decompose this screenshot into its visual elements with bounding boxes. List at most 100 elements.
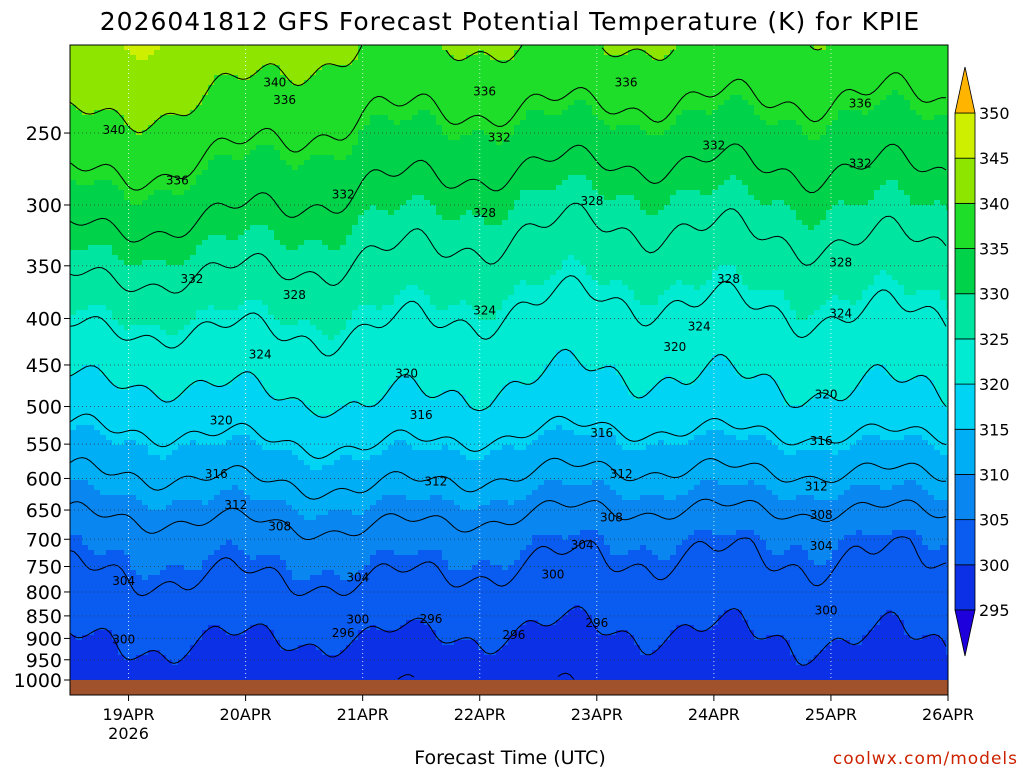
y-tick-label: 550 bbox=[26, 434, 62, 456]
contour-340 bbox=[70, 45, 823, 134]
colorbar-label: 330 bbox=[979, 285, 1010, 304]
y-tick-label: 400 bbox=[26, 308, 62, 330]
x-year-label: 2026 bbox=[108, 724, 149, 743]
colorbar-band bbox=[954, 112, 976, 159]
contour-label: 316 bbox=[810, 434, 833, 448]
colorbar-band bbox=[954, 474, 976, 521]
y-tick-label: 800 bbox=[26, 582, 62, 604]
colorbar-label: 325 bbox=[979, 330, 1010, 349]
colorbar-label: 295 bbox=[979, 601, 1010, 620]
contour-label: 312 bbox=[805, 479, 828, 493]
x-tick-label: 21APR bbox=[337, 705, 389, 724]
contour-label: 300 bbox=[346, 613, 369, 627]
y-tick-label: 700 bbox=[26, 529, 62, 551]
colorbar-label: 340 bbox=[979, 194, 1010, 213]
colorbar-label: 345 bbox=[979, 149, 1010, 168]
contour-labels: 340 340 336 336 336 336 336 332 332 332 332 328 328 3… bbox=[102, 76, 871, 647]
contour-label: 324 bbox=[473, 304, 496, 318]
y-tick-label: 450 bbox=[26, 355, 62, 377]
contour-320 bbox=[70, 348, 947, 418]
contour-304 bbox=[70, 536, 947, 597]
y-tick-label: 250 bbox=[26, 123, 62, 145]
contour-label: 332 bbox=[180, 272, 203, 286]
contour-label: 312 bbox=[224, 498, 247, 512]
contour-label: 296 bbox=[502, 628, 525, 642]
contour-label: 304 bbox=[112, 574, 135, 588]
colorbar: 295 300 305 310 315 320 325 330 335 340 345 350 bbox=[954, 66, 1010, 657]
contour-label: 340 bbox=[102, 123, 125, 137]
y-tick-label: 500 bbox=[26, 397, 62, 419]
contour-312 bbox=[70, 457, 947, 500]
contour-300 bbox=[70, 605, 947, 666]
contour-label: 320 bbox=[210, 413, 233, 427]
contour-308 bbox=[70, 498, 947, 540]
colorbar-label: 335 bbox=[979, 240, 1010, 259]
y-tick-label: 900 bbox=[26, 628, 62, 650]
contour-label: 328 bbox=[283, 288, 306, 302]
contour-label: 316 bbox=[410, 408, 433, 422]
y-tick-label: 350 bbox=[26, 256, 62, 278]
contour-label: 336 bbox=[473, 84, 496, 98]
contour-label: 324 bbox=[829, 307, 852, 321]
colorbar-label: 315 bbox=[979, 420, 1010, 439]
contour-label: 336 bbox=[273, 93, 296, 107]
contour-label: 332 bbox=[332, 187, 355, 201]
colorbar-label: 300 bbox=[979, 556, 1010, 575]
contour-label: 296 bbox=[420, 612, 443, 626]
colorbar-band bbox=[954, 338, 976, 385]
colorbar-band bbox=[954, 248, 976, 295]
contour-label: 328 bbox=[829, 255, 852, 269]
colorbar-band bbox=[954, 564, 976, 611]
contour-324 bbox=[70, 275, 947, 357]
contour-label: 300 bbox=[815, 603, 838, 617]
contour-label: 332 bbox=[702, 138, 725, 152]
contour-label: 312 bbox=[610, 467, 633, 481]
contour-label: 320 bbox=[663, 340, 686, 354]
plot-area: 340 340 336 336 336 336 336 332 332 332 332 328 328 3… bbox=[69, 44, 949, 696]
credit-text: coolwx.com/models bbox=[833, 749, 1018, 768]
contour-label: 328 bbox=[473, 206, 496, 220]
x-tick-label: 22APR bbox=[454, 705, 506, 724]
y-tick-label: 750 bbox=[26, 556, 62, 578]
y-tick-label: 300 bbox=[26, 195, 62, 217]
x-tick-label: 20APR bbox=[220, 705, 272, 724]
y-tick-label: 650 bbox=[26, 500, 62, 522]
contour-label: 336 bbox=[166, 174, 189, 188]
contour-label: 296 bbox=[585, 616, 608, 630]
contour-label: 300 bbox=[112, 633, 135, 647]
y-tick-label: 850 bbox=[26, 606, 62, 628]
contour-296 bbox=[397, 672, 575, 680]
x-tick-label: 19APR bbox=[102, 705, 154, 724]
colorbar-min-arrow bbox=[954, 609, 976, 657]
colorbar-label: 350 bbox=[979, 104, 1010, 123]
colorbar-label: 320 bbox=[979, 375, 1010, 394]
contour-label: 312 bbox=[424, 475, 447, 489]
colorbar-band bbox=[954, 519, 976, 566]
y-tick-label: 1000 bbox=[14, 670, 62, 692]
contour-label: 308 bbox=[268, 520, 291, 534]
colorbar-band bbox=[954, 293, 976, 340]
contour-label: 304 bbox=[346, 570, 369, 584]
contour-label: 336 bbox=[849, 97, 872, 111]
contour-label: 328 bbox=[580, 194, 603, 208]
axes: 250 300 350 400 450 500 550 600 650 700 750 8008509… bbox=[14, 123, 974, 743]
colorbar-max-arrow bbox=[954, 66, 976, 114]
contour-label: 328 bbox=[717, 272, 740, 286]
contour-label: 324 bbox=[249, 347, 272, 361]
x-tick-label: 26APR bbox=[922, 705, 974, 724]
ground-strip bbox=[70, 680, 948, 695]
x-tick-label: 23APR bbox=[571, 705, 623, 724]
colorbar-band bbox=[954, 428, 976, 475]
contour-label: 320 bbox=[815, 388, 838, 402]
x-tick-label: 24APR bbox=[688, 705, 740, 724]
colorbar-label: 310 bbox=[979, 465, 1010, 484]
plot-frame bbox=[69, 44, 949, 696]
contour-label: 300 bbox=[541, 567, 564, 581]
y-tick-label: 600 bbox=[26, 468, 62, 490]
contour-label: 296 bbox=[332, 626, 355, 640]
colorbar-band bbox=[954, 202, 976, 249]
contour-label: 332 bbox=[849, 156, 872, 170]
contour-label: 332 bbox=[488, 131, 511, 145]
contour-label: 320 bbox=[395, 367, 418, 381]
